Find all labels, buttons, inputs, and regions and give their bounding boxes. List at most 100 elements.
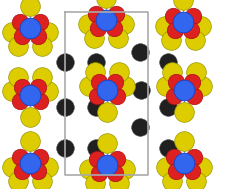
- Point: [93, 70, 96, 74]
- Point: [171, 156, 175, 159]
- Point: [105, 88, 108, 91]
- Point: [165, 105, 169, 108]
- Point: [163, 84, 167, 88]
- Point: [165, 60, 169, 64]
- Point: [181, 139, 185, 143]
- Point: [20, 85, 24, 88]
- Point: [173, 170, 177, 173]
- Point: [94, 12, 97, 15]
- Point: [94, 146, 97, 149]
- Point: [16, 180, 20, 183]
- Point: [173, 29, 176, 32]
- Point: [63, 146, 67, 149]
- Point: [94, 105, 97, 108]
- Point: [173, 81, 177, 84]
- Point: [46, 30, 50, 33]
- Point: [18, 156, 22, 159]
- Point: [181, 88, 185, 91]
- Point: [105, 142, 108, 145]
- Point: [190, 15, 194, 18]
- Point: [181, 161, 185, 164]
- Point: [96, 26, 99, 29]
- Point: [181, 111, 185, 114]
- Point: [40, 180, 44, 183]
- Point: [87, 84, 90, 88]
- Point: [192, 39, 196, 42]
- Point: [36, 34, 40, 37]
- Point: [199, 84, 203, 88]
- Point: [40, 44, 44, 47]
- Point: [112, 26, 115, 29]
- Point: [189, 170, 193, 173]
- Point: [180, 0, 184, 2]
- Point: [123, 84, 126, 88]
- Point: [116, 36, 119, 40]
- Point: [28, 94, 32, 97]
- Point: [97, 81, 100, 84]
- Point: [92, 36, 95, 40]
- Point: [115, 157, 118, 160]
- Point: [117, 181, 120, 184]
- Point: [189, 81, 193, 84]
- Point: [46, 89, 50, 92]
- Point: [10, 30, 14, 33]
- Point: [123, 167, 126, 170]
- Point: [193, 70, 197, 74]
- Point: [193, 180, 197, 183]
- Point: [105, 163, 108, 167]
- Point: [138, 125, 141, 129]
- Point: [113, 81, 116, 84]
- Point: [122, 22, 125, 26]
- Point: [165, 146, 169, 149]
- Point: [46, 166, 50, 169]
- Point: [36, 170, 40, 173]
- Point: [115, 94, 118, 98]
- Point: [138, 88, 142, 91]
- Point: [171, 94, 175, 98]
- Point: [198, 25, 202, 28]
- Point: [199, 166, 203, 169]
- Point: [40, 75, 44, 78]
- Point: [191, 156, 195, 159]
- Point: [191, 94, 195, 98]
- Point: [20, 34, 24, 37]
- Point: [170, 15, 174, 18]
- Point: [28, 26, 32, 29]
- Point: [16, 75, 20, 78]
- Point: [28, 115, 32, 119]
- Point: [169, 180, 173, 183]
- Point: [95, 94, 98, 98]
- Point: [113, 171, 116, 174]
- Point: [28, 161, 32, 164]
- Point: [38, 156, 42, 159]
- Point: [114, 12, 117, 15]
- Point: [18, 20, 22, 23]
- Point: [16, 44, 20, 47]
- Point: [63, 105, 67, 108]
- Point: [86, 22, 89, 26]
- Point: [38, 99, 42, 102]
- Point: [180, 20, 184, 23]
- Point: [10, 166, 14, 169]
- Point: [18, 99, 22, 102]
- Point: [188, 29, 192, 32]
- Point: [117, 70, 120, 74]
- Point: [38, 20, 42, 23]
- Point: [63, 60, 67, 64]
- Point: [20, 170, 24, 173]
- Point: [138, 50, 141, 53]
- Point: [95, 157, 98, 160]
- Point: [163, 166, 167, 169]
- Point: [163, 25, 166, 28]
- Point: [104, 19, 107, 22]
- Point: [105, 111, 108, 114]
- Point: [97, 171, 100, 174]
- Point: [10, 89, 14, 92]
- Point: [87, 167, 90, 170]
- Point: [169, 70, 173, 74]
- Point: [94, 60, 97, 64]
- Point: [168, 39, 172, 42]
- Point: [28, 5, 32, 8]
- Point: [28, 139, 32, 143]
- Point: [93, 181, 96, 184]
